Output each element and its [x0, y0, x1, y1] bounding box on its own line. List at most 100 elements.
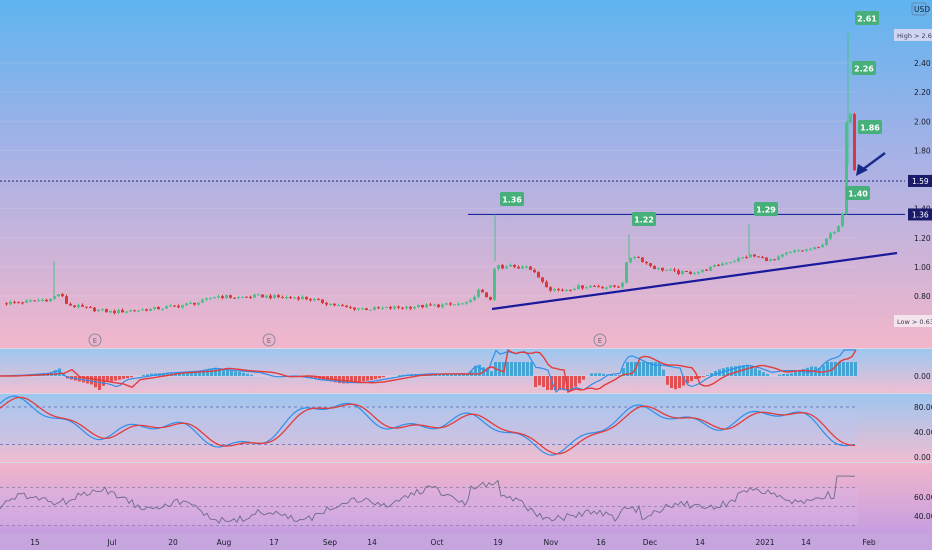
- x-tick-label: Feb: [862, 538, 876, 547]
- candle-body: [45, 299, 48, 302]
- candle-body: [461, 303, 464, 305]
- macd-histogram-bar: [754, 368, 757, 376]
- drawings: 1.36 1.22 1.29 2.61 2.26 1.86 1.40 E E E: [88, 11, 898, 347]
- candle-body: [693, 273, 696, 275]
- macd-histogram-bar: [602, 373, 605, 376]
- candle-body: [705, 269, 708, 271]
- candle-body: [781, 254, 784, 257]
- candle-body: [273, 295, 276, 299]
- candle-body: [765, 257, 768, 262]
- macd-histogram-bar: [126, 376, 129, 379]
- macd-histogram-bar: [778, 374, 781, 376]
- callout-label: 2.61: [857, 15, 877, 24]
- candle-body: [233, 297, 236, 299]
- candle-body: [381, 307, 384, 309]
- x-tick-label: Dec: [643, 538, 658, 547]
- candle-body: [113, 310, 116, 314]
- macd-histogram-bar: [842, 362, 845, 376]
- macd-histogram-bar: [782, 374, 785, 376]
- candle-body: [25, 300, 28, 303]
- callout-box: [500, 192, 524, 206]
- candle-body: [377, 307, 380, 309]
- arrow-head: [856, 164, 868, 176]
- macd-histogram-bar: [378, 376, 381, 379]
- earnings-marker[interactable]: E: [593, 333, 607, 347]
- candle-body: [669, 269, 672, 271]
- currency-label: USD: [914, 5, 930, 14]
- macd-histogram-bar: [618, 375, 621, 376]
- macd-histogram-bar: [678, 376, 681, 388]
- candle-body: [453, 304, 456, 306]
- macd-histogram-bar: [734, 366, 737, 376]
- x-tick-label: Sep: [323, 538, 337, 547]
- candle-body: [245, 296, 248, 298]
- macd-histogram-bar: [714, 371, 717, 376]
- earnings-marker-label: E: [267, 337, 271, 345]
- candle-body: [357, 308, 360, 310]
- macd-histogram-bar: [314, 376, 317, 379]
- candle-body: [269, 295, 272, 299]
- macd-histogram-bar: [114, 376, 117, 381]
- candle-body: [509, 264, 512, 267]
- candle-body: [309, 299, 312, 301]
- macd-histogram-bar: [698, 376, 701, 379]
- candle-body: [13, 301, 16, 303]
- callout-box: [846, 186, 870, 200]
- macd-histogram-bar: [238, 371, 241, 376]
- candle-body: [137, 310, 140, 312]
- macd-histogram-bar: [58, 368, 61, 376]
- macd-histogram-bar: [350, 376, 353, 383]
- macd-histogram-bar: [654, 362, 657, 376]
- candle-body: [569, 289, 572, 291]
- macd-histogram-bar: [750, 366, 753, 376]
- candle-body: [733, 261, 736, 263]
- candle-body: [709, 266, 712, 271]
- candle-body: [557, 289, 560, 291]
- y-tick-label: 60.00: [914, 493, 932, 502]
- macd-histogram-bar: [530, 362, 533, 376]
- candle-body: [553, 289, 556, 291]
- candle-body: [421, 304, 424, 308]
- macd-histogram-bar: [650, 362, 653, 376]
- candle-body: [173, 305, 176, 307]
- gridlines: [0, 62, 858, 297]
- candle-body: [281, 297, 284, 299]
- candle-body: [665, 269, 668, 271]
- candle-body: [841, 214, 844, 227]
- macd-histogram-bar: [194, 371, 197, 376]
- macd-histogram-bar: [398, 375, 401, 376]
- candle-body: [49, 298, 52, 302]
- candle-body: [501, 265, 504, 269]
- candle-body: [33, 300, 36, 302]
- macd-histogram-bar: [674, 376, 677, 390]
- candle-body: [9, 301, 12, 305]
- macd-histogram-bar: [366, 376, 369, 381]
- candle-body: [425, 304, 428, 308]
- candle-body: [833, 231, 836, 234]
- candle-body: [169, 305, 172, 307]
- earnings-marker[interactable]: E: [88, 333, 102, 347]
- candle-body: [73, 305, 76, 307]
- macd-histogram-bar: [222, 369, 225, 376]
- x-axis-background: [0, 533, 932, 550]
- candle-body: [289, 297, 292, 299]
- macd-histogram-bar: [446, 374, 449, 376]
- settings-icon[interactable]: [911, 2, 927, 16]
- candle-body: [601, 287, 604, 289]
- x-tick-label: 16: [596, 538, 606, 547]
- candle-body: [689, 271, 692, 274]
- macd-histogram-bar: [118, 376, 121, 380]
- macd-histogram-bar: [666, 376, 669, 385]
- candle-body: [445, 303, 448, 305]
- earnings-marker[interactable]: E: [262, 333, 276, 347]
- macd-histogram-bar: [542, 376, 545, 388]
- candle-body: [225, 295, 228, 298]
- candle-body: [813, 247, 816, 250]
- macd-histogram-bar: [626, 362, 629, 376]
- x-tick-label: Jul: [106, 538, 116, 547]
- high-marker: High > 2.60: [894, 29, 932, 41]
- candle-body: [285, 297, 288, 299]
- candle-body: [793, 250, 796, 252]
- oscillator-pane-background: [0, 463, 932, 533]
